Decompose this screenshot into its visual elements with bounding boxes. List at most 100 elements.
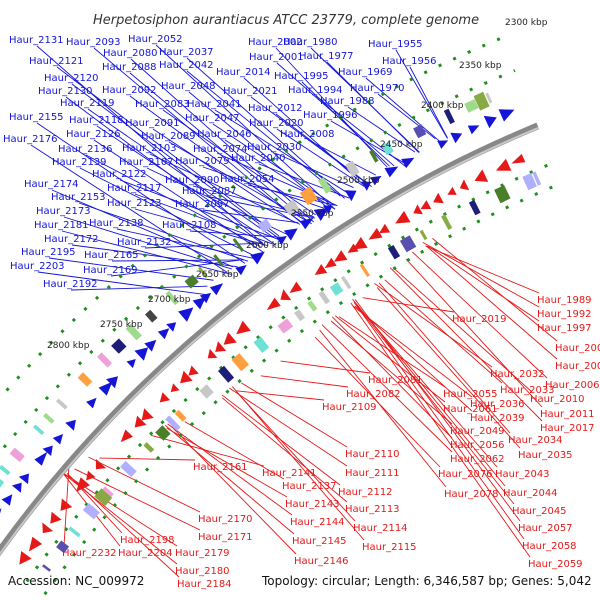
inner-feature-block: [253, 336, 270, 353]
reverse-gene-label: Haur_2180: [175, 566, 230, 577]
reverse-gene-label: Haur_2081: [368, 375, 423, 386]
reverse-gene-label: Haur_2110: [345, 449, 400, 460]
outer-feature-block: [145, 309, 158, 323]
outer-feature-block: [485, 92, 493, 104]
reverse-label-line: [384, 279, 503, 384]
forward-gene-label: Haur_1977: [299, 51, 354, 62]
reverse-gene-label: Haur_2179: [175, 548, 230, 559]
reverse-label-line: [150, 434, 265, 467]
forward-gene-labels: Haur_2131 Haur_2093 Haur_2052 Haur_2002Haur…: [3, 34, 437, 290]
reverse-label-line: [338, 316, 446, 388]
reverse-gene: [413, 204, 423, 215]
forward-label-line: [162, 109, 316, 216]
forward-gene-label: Haur_2136: [58, 144, 113, 155]
reverse-gene-label: Haur_2062: [450, 454, 505, 465]
outer-feature-block: [257, 218, 272, 233]
forward-gene-label: Haur_2130: [38, 86, 93, 97]
forward-label-line: [189, 230, 283, 238]
reverse-gene: [141, 408, 154, 421]
forward-gene: [86, 397, 97, 409]
inner-feature-block: [329, 282, 344, 296]
forward-gene-label: Haur_2047: [185, 113, 240, 124]
forward-gene: [437, 140, 449, 149]
reverse-gene: [314, 264, 328, 275]
outer-feature-block: [165, 290, 179, 306]
forward-label-line: [36, 45, 264, 244]
forward-gene-label: Haur_2092: [102, 85, 157, 96]
forward-gene-label: Haur_2155: [9, 112, 64, 123]
tick-marks: 2800 kbp 2750 kbp 2700 kbp 2650 kbp 2600 kbp…: [47, 18, 548, 351]
forward-gene: [384, 166, 399, 178]
forward-gene-label: Haur_2079: [175, 156, 230, 167]
reverse-gene: [433, 192, 444, 204]
outer-feature-block: [345, 160, 360, 177]
tick-label: 2300 kbp: [505, 18, 548, 28]
forward-gene-label: Haur_2074: [193, 144, 248, 155]
reverse-gene-label: Haur_2144: [290, 517, 345, 528]
forward-gene-label: Haur_2014: [216, 67, 271, 78]
forward-gene-label: Haur_2118: [69, 115, 124, 126]
inner-feature-block: [399, 235, 417, 253]
reverse-gene: [420, 200, 432, 210]
inner-feature-block: [532, 171, 542, 186]
forward-gene: [483, 115, 497, 129]
guide-circle-4: [43, 181, 563, 596]
forward-gene-label: Haur_2176: [3, 134, 58, 145]
reverse-gene-label: Haur_2035: [518, 450, 573, 461]
outer-feature-block: [184, 274, 199, 289]
forward-gene: [11, 482, 22, 493]
inner-feature-block: [42, 564, 51, 572]
reverse-label-line: [389, 267, 543, 422]
outer-feature-block: [473, 91, 490, 111]
forward-gene-label: Haur_2046: [197, 129, 252, 140]
forward-gene-label: Haur_2122: [92, 169, 147, 180]
forward-label-line: [214, 109, 350, 195]
reverse-gene: [50, 511, 62, 524]
forward-label-line: [307, 139, 376, 176]
forward-gene-label: Haur_1996: [303, 110, 358, 121]
outer-feature-block: [213, 254, 224, 267]
forward-gene-label: Haur_2002: [248, 37, 303, 48]
outer-feature-block: [97, 352, 112, 368]
forward-label-line: [409, 66, 449, 139]
reverse-label-line: [74, 468, 201, 531]
forward-gene-label: Haur_1956: [382, 56, 437, 67]
inner-feature-block: [82, 503, 100, 520]
forward-label-line: [330, 120, 408, 166]
inner-feature-block: [468, 199, 481, 216]
reverse-gene-label: Haur_2204: [118, 548, 173, 559]
forward-gene: [299, 217, 314, 230]
forward-label-line: [70, 285, 208, 291]
forward-label-line: [365, 77, 441, 143]
forward-label-line: [111, 259, 244, 262]
reverse-label-line: [412, 251, 548, 379]
inner-feature-block: [102, 486, 114, 497]
reverse-gene: [170, 383, 180, 393]
reverse-label-line: [280, 360, 371, 374]
inner-feature-block: [231, 353, 249, 372]
forward-gene-label: Haur_2083: [135, 99, 190, 110]
outer-feature-block: [9, 447, 25, 463]
forward-gene: [166, 322, 177, 332]
forward-gene-label: Haur_2132: [117, 237, 172, 248]
forward-label-line: [93, 47, 303, 225]
forward-gene-label: Haur_2054: [220, 174, 275, 185]
forward-label-line: [129, 72, 307, 221]
forward-label-line: [79, 167, 257, 258]
reverse-label-line: [425, 245, 540, 294]
reverse-label-line: [88, 456, 201, 513]
reverse-gene-label: Haur_2006: [545, 380, 600, 391]
forward-gene-label: Haur_2037: [159, 47, 214, 58]
forward-gene: [106, 376, 118, 389]
forward-gene: [0, 508, 2, 514]
reverse-label-line: [99, 457, 196, 461]
forward-gene: [313, 208, 329, 221]
genome-track: [0, 36, 563, 596]
reverse-gene-label: Haur_2036: [470, 399, 525, 410]
outer-feature-block: [43, 412, 55, 424]
reverse-gene-label: Haur_2137: [282, 481, 337, 492]
forward-label-line: [220, 154, 338, 207]
forward-label-line: [87, 108, 274, 238]
reverse-label-line: [260, 375, 349, 388]
reverse-label-line: [166, 427, 288, 498]
